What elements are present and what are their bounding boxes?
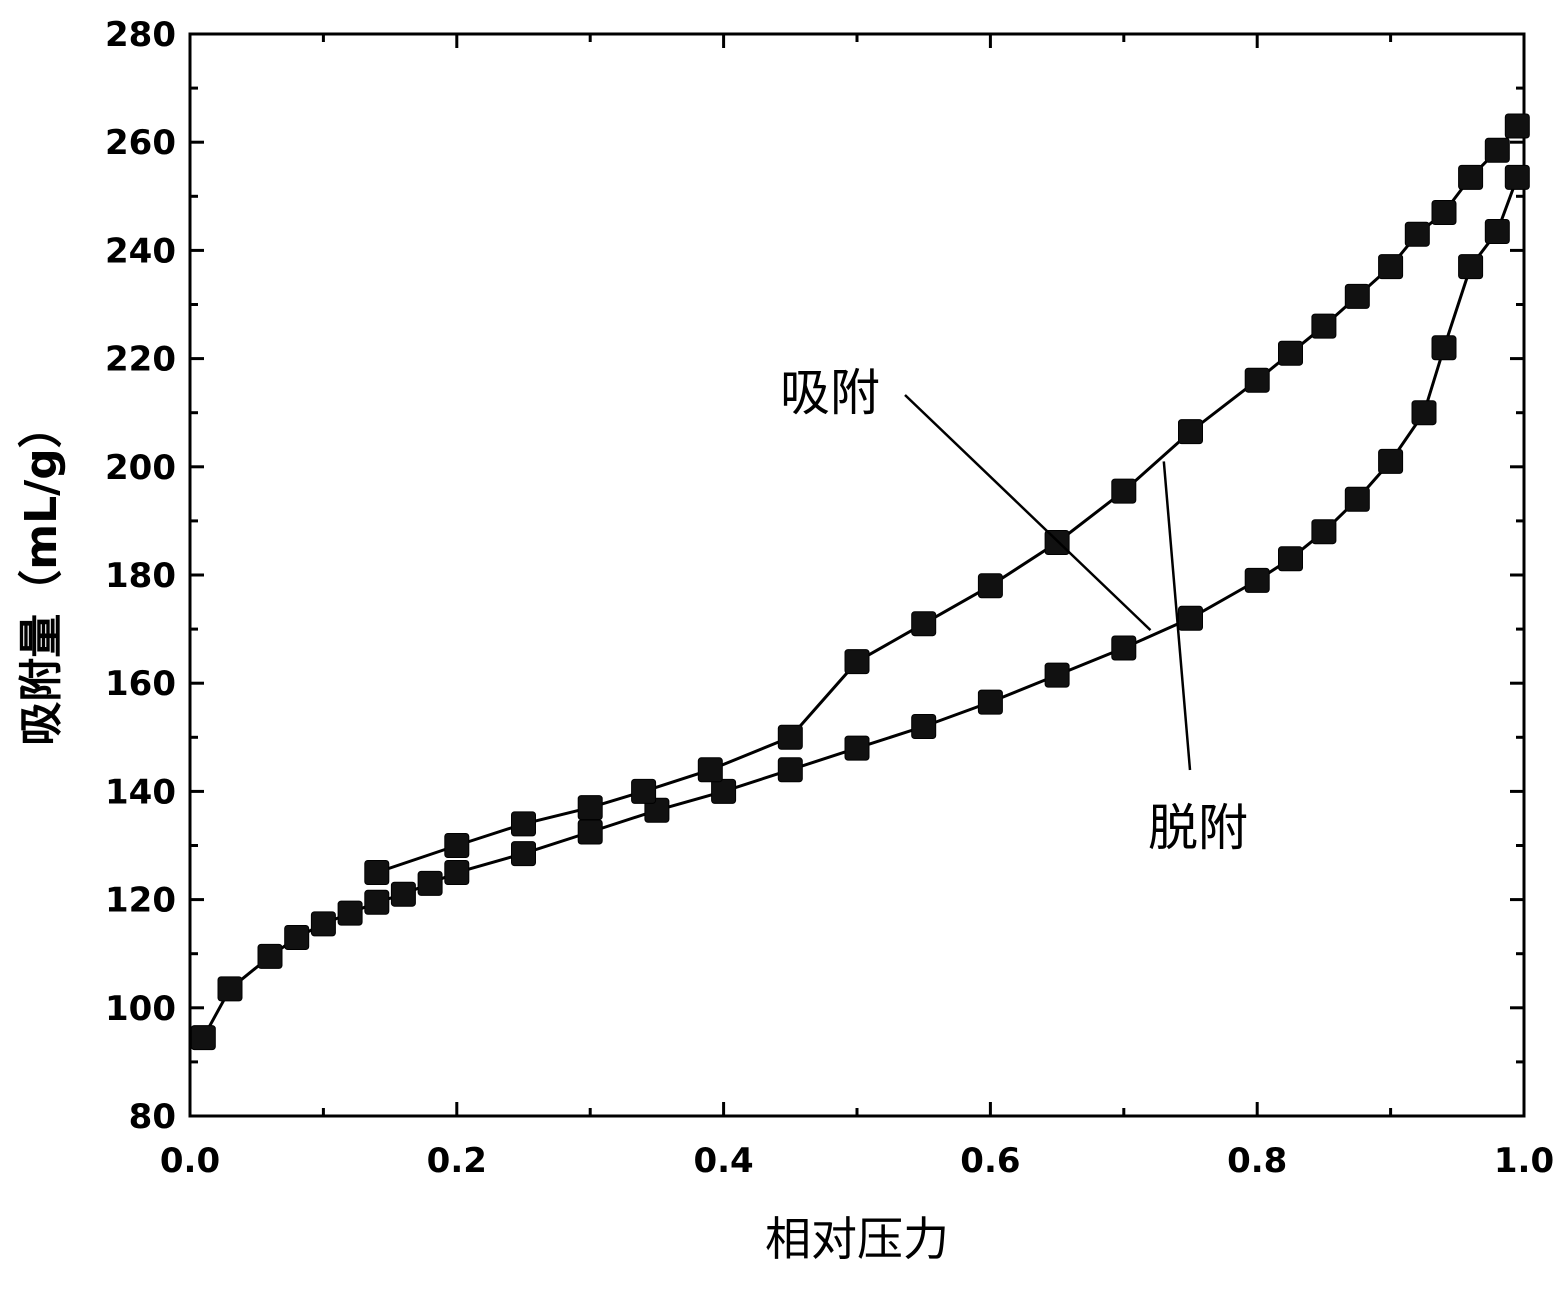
y-tick-label: 120 [105,881,176,921]
data-point [1344,486,1370,512]
y-tick-label: 280 [105,15,176,55]
x-axis-title: 相对压力 [765,1212,949,1266]
data-point [1484,219,1510,244]
data-point [711,778,737,804]
data-point [1311,313,1337,339]
annotation-adsorption: 吸附 [780,364,880,422]
data-point [777,757,803,783]
data-point [284,925,310,950]
data-point [511,811,536,837]
data-point [444,860,470,885]
y-tick-label: 240 [105,231,176,271]
y-tick-label: 100 [105,989,176,1029]
y-tick-label: 140 [105,772,176,812]
x-axis: 0.0 0.2 0.4 0.6 0.8 1.0 [160,34,1554,1181]
data-point [1344,283,1370,309]
x-tick-label: 0.6 [960,1141,1020,1181]
data-point [1411,400,1437,426]
x-tick-label: 0.4 [693,1141,753,1181]
data-point [1178,605,1203,631]
data-point [777,724,803,750]
data-point [1278,340,1303,366]
data-point [337,900,363,926]
y-tick-label: 180 [105,556,176,596]
series-desorption [364,113,1530,885]
data-point [631,778,657,804]
y-axis-title: 吸附量（mL/g） [16,404,67,745]
data-point [697,757,723,783]
data-point [1111,478,1137,504]
data-point [511,841,536,867]
annotation-leader-line [904,394,1152,632]
x-tick-label: 0.0 [160,1141,220,1181]
data-point [911,714,937,739]
x-tick-label: 0.8 [1227,1141,1287,1181]
data-point [1311,519,1337,545]
data-point [977,689,1003,715]
data-point [1404,221,1430,247]
data-point [1458,164,1484,190]
data-point [1431,335,1457,361]
data-point [1484,137,1510,163]
y-tick-label: 200 [105,448,176,488]
data-point [644,797,670,823]
annotation-leader-line [1162,461,1192,771]
data-point [444,833,470,858]
series-line [201,176,1519,1039]
data-point [1111,635,1137,661]
data-point [1244,367,1270,393]
y-tick-label: 260 [105,123,176,163]
y-tick-label: 80 [129,1097,176,1137]
series-adsorption [190,164,1530,1051]
data-point [1244,567,1270,593]
data-point [911,611,937,637]
y-tick-label: 220 [105,340,176,380]
data-point [364,860,390,885]
data-point [390,881,416,907]
data-point [1278,546,1303,572]
data-point [977,573,1003,599]
data-point [1431,200,1457,225]
data-point [577,795,603,821]
y-tick-label: 160 [105,664,176,704]
y-axis: 80 100 120 140 160 180 200 220 240 260 280 [105,15,1524,1137]
x-tick-label: 0.2 [427,1141,487,1181]
data-point [844,735,870,761]
data-point [844,649,870,675]
data-point [217,976,243,1002]
data-point [1178,419,1203,445]
data-point [257,943,283,969]
data-point [1458,254,1484,280]
data-point [417,870,443,896]
annotation-desorption: 脱附 [1148,799,1248,857]
data-point [1504,164,1530,190]
plot-border [188,32,1526,1118]
data-point [1044,662,1070,688]
data-point [364,889,390,915]
data-point [1378,254,1404,280]
series-layer [190,113,1530,1051]
data-point [1504,113,1530,139]
data-point [577,819,603,845]
plot-frame [188,32,1526,1118]
data-point [190,1025,216,1051]
data-point [1378,448,1404,474]
data-point [310,911,336,937]
x-tick-label: 1.0 [1494,1141,1554,1181]
